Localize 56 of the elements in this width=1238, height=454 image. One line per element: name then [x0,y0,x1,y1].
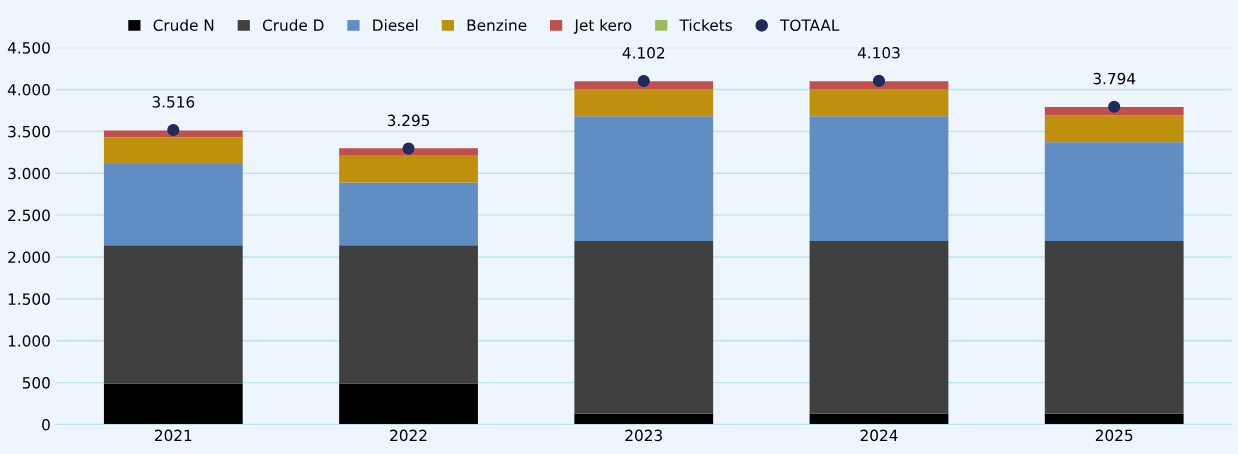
data-label: 3.516 [152,96,195,108]
bar [574,116,714,242]
legend-label: Crude N [153,19,214,31]
point [167,123,180,137]
bar [809,413,949,425]
y-tick-label: 4.000 [7,84,50,96]
legend-label: Crude D [262,19,324,31]
x-tick-label: 2024 [860,429,898,442]
x-tick-label: 2025 [1095,429,1133,442]
bar [809,116,949,242]
bar [574,413,714,425]
x-tick-label: 2023 [625,429,662,442]
bar [1044,413,1184,425]
point [1108,100,1121,113]
bar [103,245,243,384]
bar [339,155,478,183]
bar [809,89,949,117]
bar [1044,142,1184,242]
bar [339,383,478,425]
y-tick-label: 1.000 [8,335,50,347]
y-tick-label: 2.000 [8,251,50,264]
bar [574,89,714,117]
bar [339,245,478,384]
y-tick-label: 3.500 [8,125,50,138]
data-label: 3.295 [387,114,430,127]
y-tick-label: 500 [22,377,50,389]
x-tick-label: 2022 [390,429,427,442]
legend-label: Benzine [467,19,527,31]
y-tick-label: 2.500 [8,209,50,222]
bar [339,148,478,156]
legend-label: Tickets [679,19,732,31]
data-label: 3.794 [1093,72,1136,85]
x-tick-label: 2021 [155,429,192,442]
bar [1044,107,1184,116]
bar [574,241,714,414]
bar [103,383,243,425]
y-tick-label: 4.500 [7,42,50,54]
bar [103,164,243,246]
point [402,142,415,155]
legend-label: TOTAAL [779,19,840,31]
bar [809,81,949,90]
bar [574,81,714,90]
y-tick-label: 0 [42,418,50,431]
point [637,74,650,88]
bar [1044,115,1184,143]
legend-label: Diesel [373,19,418,31]
point [872,74,886,87]
bar [1044,241,1184,414]
y-tick-label: 3.000 [8,167,50,180]
bar [809,241,949,414]
bar [103,137,243,165]
legend-label: Jet kero [573,19,632,34]
data-label: 4.102 [622,47,665,59]
data-label: 4.103 [857,46,900,59]
bar [339,182,478,246]
y-tick-label: 1.500 [8,293,50,305]
